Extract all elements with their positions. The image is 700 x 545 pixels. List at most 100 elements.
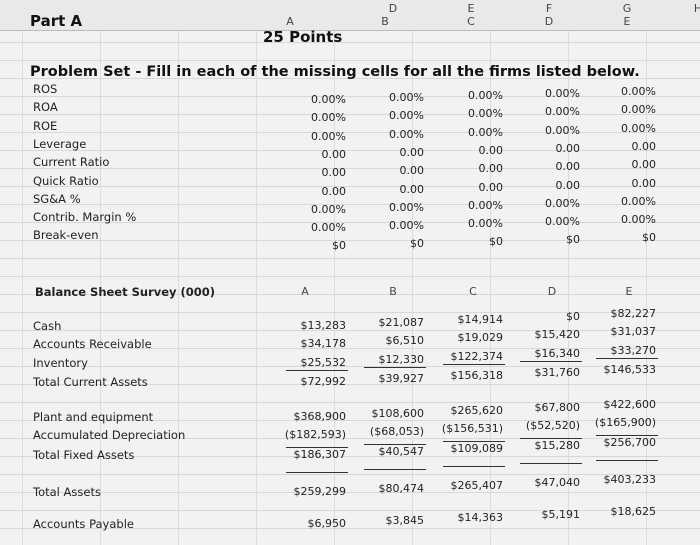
ratio-value: 0.00 bbox=[555, 141, 581, 155]
ratio-value: $0 bbox=[410, 237, 424, 251]
ratio-value: 0.00% bbox=[389, 200, 424, 214]
balance-value: $15,420 bbox=[534, 328, 581, 341]
ratio-value: $0 bbox=[642, 231, 656, 245]
balance-label: Total Current Assets bbox=[33, 375, 148, 389]
balance-label: Accumulated Depreciation bbox=[33, 428, 186, 442]
balance-value: $6,950 bbox=[307, 517, 347, 530]
underline bbox=[596, 460, 658, 461]
underline bbox=[443, 364, 505, 365]
underline bbox=[364, 367, 426, 368]
balance-value: $186,307 bbox=[293, 448, 347, 461]
balance-value: $13,283 bbox=[300, 319, 347, 332]
balance-value: $109,089 bbox=[450, 442, 504, 455]
balance-column-letter: E bbox=[625, 285, 633, 298]
balance-column-letter: B bbox=[389, 285, 397, 298]
ratio-value: 0.00 bbox=[399, 164, 425, 178]
balance-value: $146,533 bbox=[603, 363, 657, 376]
ratio-label: ROA bbox=[33, 100, 58, 115]
ratio-value: $0 bbox=[489, 235, 503, 249]
balance-label: Plant and equipment bbox=[33, 410, 154, 424]
balance-value: $3,845 bbox=[385, 514, 425, 527]
ratio-value: 0.00 bbox=[478, 143, 504, 157]
ratio-value: 0.00% bbox=[389, 219, 424, 233]
balance-value: $14,914 bbox=[457, 313, 504, 326]
ratio-value: 0.00% bbox=[468, 125, 503, 139]
ratio-value: 0.00% bbox=[545, 215, 580, 229]
balance-value: $33,270 bbox=[610, 344, 657, 357]
sheet-column-letter: G bbox=[622, 2, 632, 15]
balance-value: $259,299 bbox=[293, 485, 347, 498]
firm-column-letter: D bbox=[544, 15, 554, 28]
ratio-value: 0.00% bbox=[545, 87, 580, 100]
balance-value: $14,363 bbox=[457, 511, 504, 524]
balance-label: Total Assets bbox=[33, 485, 101, 499]
underline bbox=[596, 435, 658, 436]
balance-value: ($68,053) bbox=[369, 425, 424, 438]
balance-value: $12,330 bbox=[378, 353, 425, 366]
sheet-column-letter: F bbox=[545, 2, 553, 15]
balance-value: ($165,900) bbox=[594, 416, 656, 429]
balance-column-letter: D bbox=[547, 285, 557, 298]
ratio-value: 0.00% bbox=[311, 129, 346, 143]
balance-value: $422,600 bbox=[603, 398, 657, 411]
ratio-value: 0.00% bbox=[311, 221, 346, 235]
balance-value: $18,625 bbox=[610, 505, 657, 518]
balance-column-letter: A bbox=[301, 285, 309, 298]
ratio-value: 0.00 bbox=[321, 184, 347, 198]
ratio-label: Quick Ratio bbox=[33, 173, 99, 188]
ratio-value: 0.00% bbox=[468, 107, 503, 121]
balance-value: $368,900 bbox=[293, 410, 347, 423]
balance-value: $40,547 bbox=[378, 445, 425, 458]
balance-label: Accounts Receivable bbox=[33, 337, 152, 351]
ratio-value: 0.00 bbox=[555, 160, 581, 174]
ratio-value: 0.00 bbox=[399, 145, 425, 159]
underline bbox=[286, 370, 348, 371]
ratio-value: 0.00 bbox=[631, 176, 657, 190]
part-title: Part A bbox=[30, 12, 83, 30]
balance-value: $31,037 bbox=[610, 325, 657, 338]
balance-value: $82,227 bbox=[610, 307, 657, 320]
ratio-label: Current Ratio bbox=[33, 155, 110, 170]
ratio-label: Leverage bbox=[33, 136, 87, 151]
firm-column-letter: C bbox=[467, 15, 475, 28]
balance-label: Inventory bbox=[33, 356, 88, 370]
ratio-value: 0.00% bbox=[389, 109, 424, 123]
balance-value: $5,191 bbox=[541, 508, 581, 521]
balance-value: $265,620 bbox=[450, 404, 504, 417]
ratio-value: 0.00 bbox=[399, 182, 425, 196]
ratio-value: 0.00% bbox=[621, 103, 656, 117]
firm-column-letter: B bbox=[381, 15, 389, 28]
ratio-value: 0.00 bbox=[321, 147, 347, 161]
balance-value: ($52,520) bbox=[525, 419, 580, 432]
ratio-value: 0.00% bbox=[621, 85, 656, 98]
ratio-value: $0 bbox=[332, 239, 346, 253]
underline bbox=[520, 438, 582, 439]
balance-value: $6,510 bbox=[385, 334, 425, 347]
ratio-value: 0.00 bbox=[478, 180, 504, 194]
balance-label: Accounts Payable bbox=[33, 517, 134, 531]
balance-value: ($182,593) bbox=[284, 428, 346, 441]
ratio-value: 0.00% bbox=[545, 105, 580, 119]
balance-value: $80,474 bbox=[378, 482, 425, 495]
balance-value: $21,087 bbox=[378, 316, 425, 329]
balance-value: $0 bbox=[566, 310, 580, 323]
balance-value: $39,927 bbox=[378, 372, 425, 385]
balance-value: $108,600 bbox=[371, 407, 425, 420]
balance-value: $67,800 bbox=[534, 401, 581, 414]
ratio-value: 0.00 bbox=[478, 162, 504, 176]
balance-value: $403,233 bbox=[603, 473, 657, 486]
sheet-column-letter: H bbox=[693, 2, 700, 15]
ratio-label: Contrib. Margin % bbox=[33, 210, 137, 225]
underline bbox=[286, 447, 348, 448]
ratio-value: 0.00% bbox=[468, 217, 503, 231]
underline bbox=[443, 441, 505, 442]
ratio-value: 0.00% bbox=[311, 202, 346, 216]
ratio-value: 0.00 bbox=[631, 139, 657, 153]
ratio-value: 0.00 bbox=[321, 166, 347, 180]
underline bbox=[364, 444, 426, 445]
balance-label: Cash bbox=[33, 319, 62, 333]
ratio-value: $0 bbox=[566, 233, 580, 247]
balance-value: $19,029 bbox=[457, 331, 504, 344]
sheet-column-letter: D bbox=[388, 2, 398, 15]
